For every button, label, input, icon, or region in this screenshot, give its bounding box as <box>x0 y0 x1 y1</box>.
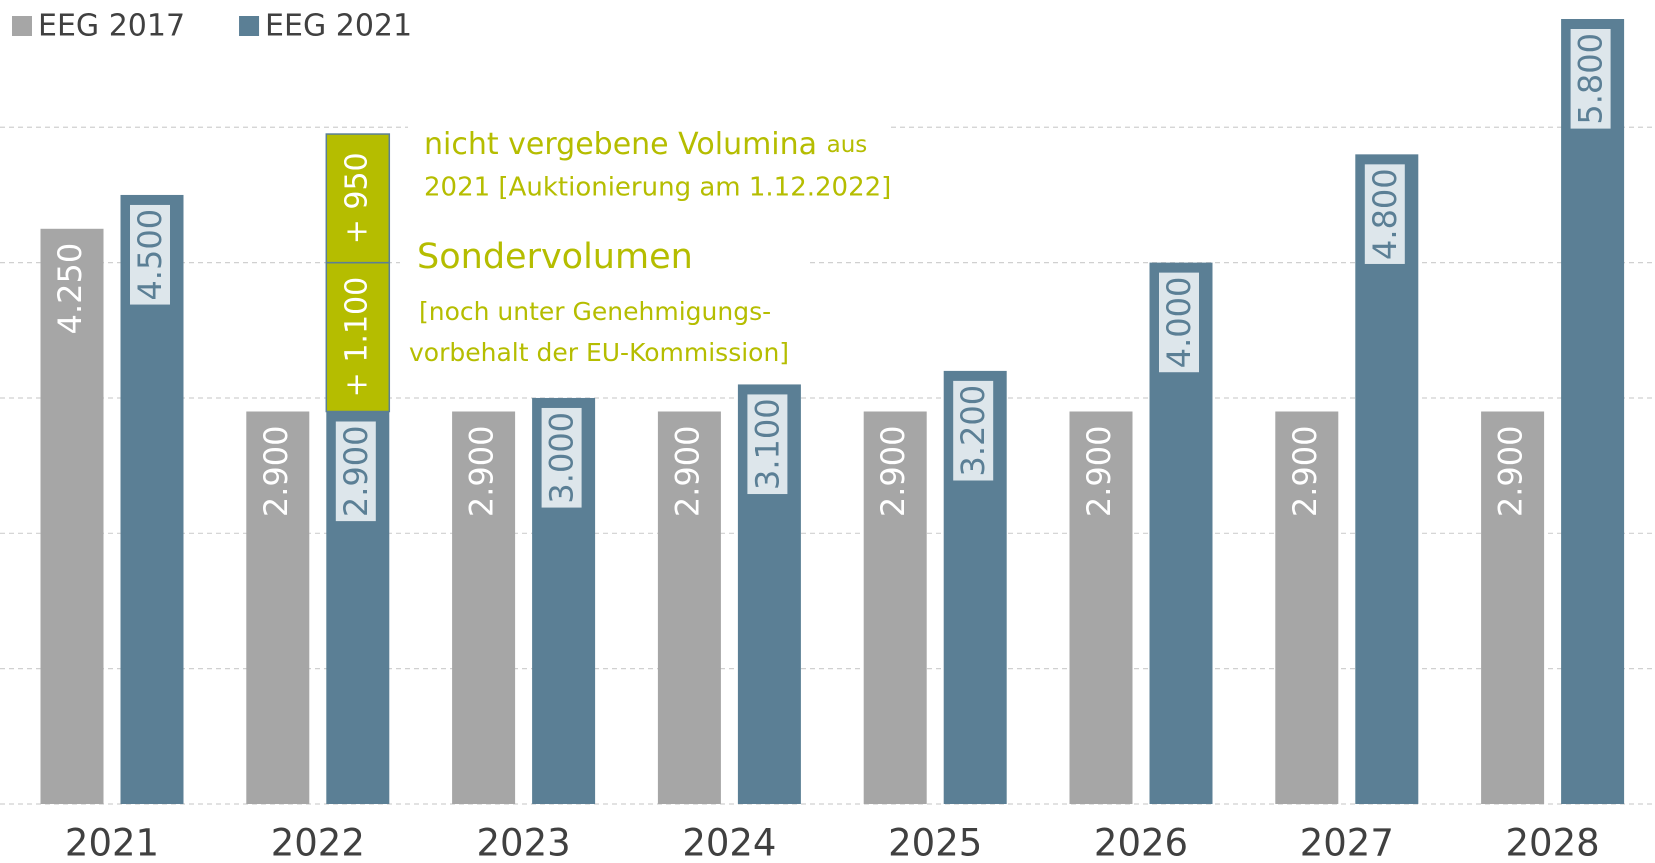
legend-swatch <box>239 16 260 36</box>
legend-swatch <box>12 16 32 36</box>
value-label-box <box>335 421 376 522</box>
annotation-bg <box>400 230 808 378</box>
value-label-text: 2.900 <box>257 426 295 518</box>
addition-label-text: + 950 <box>339 152 374 244</box>
value-label-text: 3.000 <box>543 412 581 504</box>
annotation: nicht vergebene Volumina aus <box>424 127 867 162</box>
value-label: 2.900 <box>874 426 912 518</box>
value-label-box <box>1364 164 1405 264</box>
value-label-text: 2.900 <box>668 426 706 518</box>
annotation: [noch unter Genehmigungs- <box>419 297 771 326</box>
value-label: 4.500 <box>130 204 170 305</box>
value-label-box <box>130 204 170 305</box>
x-tick-label: 2024 <box>682 822 776 863</box>
x-tick-label: 2021 <box>65 822 159 863</box>
bar <box>863 411 927 804</box>
value-label-text: 3.100 <box>748 398 786 490</box>
plot: 4.250 4.500 2.900 2.900 2.900 3.000 2.900 3.100… <box>0 19 1655 863</box>
value-label: 2.900 <box>1286 426 1324 518</box>
value-label-box <box>541 407 582 508</box>
value-label-box <box>1570 29 1611 129</box>
value-label-box <box>1159 272 1199 373</box>
value-label-text: 2.900 <box>337 426 375 518</box>
bar-addition <box>325 261 391 413</box>
value-label: 5.800 <box>1570 29 1611 129</box>
x-tick-label: 2023 <box>477 822 571 863</box>
bar <box>1069 411 1133 804</box>
value-label: 4.800 <box>1364 164 1405 264</box>
addition-label-text: + 1.100 <box>339 277 374 398</box>
annotation-bg <box>408 118 888 210</box>
value-label-text: 2.900 <box>1080 426 1118 518</box>
value-label: 3.200 <box>953 380 994 481</box>
value-label-text: 2.900 <box>463 426 501 518</box>
value-label-text: 5.800 <box>1572 33 1610 125</box>
value-label: 2.900 <box>668 426 706 518</box>
value-label-text: 4.000 <box>1160 277 1198 369</box>
annotation-text: aus <box>827 132 868 158</box>
legend: EEG 2017 EEG 2021 <box>12 9 412 44</box>
value-label-box <box>953 380 994 481</box>
addition-label: + 1.100 <box>339 277 374 398</box>
x-tick-label: 2028 <box>1506 822 1600 863</box>
annotations: nicht vergebene Volumina aus 2021 [Aukti… <box>400 118 891 378</box>
bar <box>40 228 104 804</box>
annotation-text: nicht vergebene Volumina <box>424 127 817 162</box>
bar-addition <box>325 133 391 264</box>
legend-label: EEG 2017 <box>38 9 185 44</box>
value-label-text: 3.200 <box>954 385 992 477</box>
value-label: 2.900 <box>1492 426 1530 518</box>
annotation: Sondervolumen <box>417 237 693 277</box>
value-label-text: 2.900 <box>1286 426 1324 518</box>
legend-label: EEG 2021 <box>265 9 412 44</box>
value-label-box <box>747 394 788 495</box>
annotation: vorbehalt der EU-Kommission] <box>409 338 789 367</box>
value-label: 2.900 <box>257 426 295 518</box>
bar <box>1481 411 1545 804</box>
value-label-text: 4.250 <box>51 243 89 335</box>
value-label: 2.900 <box>335 421 376 522</box>
bar <box>1275 411 1339 804</box>
value-label-text: 2.900 <box>874 426 912 518</box>
value-label: 4.000 <box>1159 272 1199 373</box>
x-tick-label: 2026 <box>1094 822 1188 863</box>
value-label-text: 4.500 <box>131 209 169 301</box>
value-label: 4.250 <box>51 243 89 335</box>
value-label: 2.900 <box>463 426 501 518</box>
x-tick-label: 2025 <box>888 822 982 863</box>
bar <box>452 411 516 804</box>
value-label: 3.000 <box>541 407 582 508</box>
value-label-text: 4.800 <box>1366 168 1404 260</box>
x-tick-label: 2027 <box>1300 822 1394 863</box>
bar <box>246 411 310 804</box>
x-tick-label: 2022 <box>271 822 365 863</box>
annotation: 2021 [Auktionierung am 1.12.2022] <box>424 173 891 203</box>
bar <box>1561 19 1625 804</box>
value-label: 3.100 <box>747 394 788 495</box>
addition-label: + 950 <box>339 152 374 244</box>
value-label-text: 2.900 <box>1492 426 1530 518</box>
bar <box>657 411 721 804</box>
value-label: 2.900 <box>1080 426 1118 518</box>
